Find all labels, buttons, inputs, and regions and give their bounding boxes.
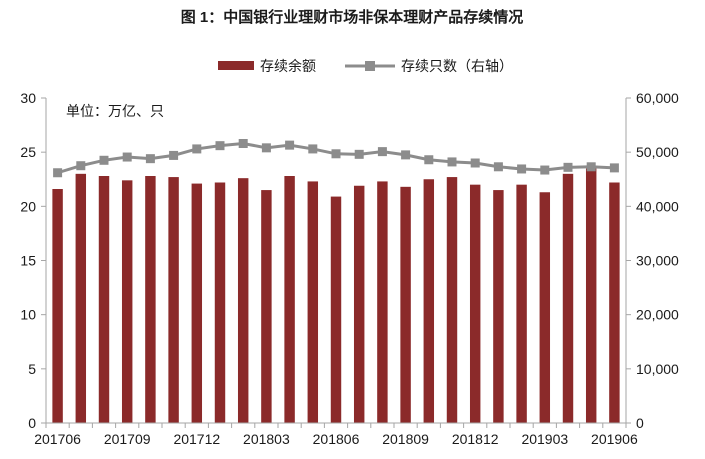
- x-tick-label: 201906: [591, 431, 638, 447]
- line-point: [586, 162, 596, 172]
- line-point: [354, 149, 364, 159]
- line-point: [145, 154, 155, 164]
- bar: [75, 173, 87, 423]
- line-point: [99, 155, 109, 165]
- right-tick-label: 20,000: [636, 307, 679, 323]
- line-point: [331, 149, 341, 159]
- bar: [237, 178, 249, 423]
- legend-label-count: 存续只数（右轴）: [401, 58, 513, 74]
- left-tick-label: 30: [20, 90, 36, 106]
- line-point: [308, 144, 318, 154]
- bar: [52, 189, 63, 423]
- left-tick-label: 20: [20, 198, 36, 214]
- bar: [493, 190, 504, 423]
- bar: [330, 196, 342, 423]
- right-tick-label: 60,000: [636, 90, 679, 106]
- bar: [516, 184, 527, 423]
- x-tick-label: 201709: [104, 431, 151, 447]
- x-tick-label: 201803: [243, 431, 290, 447]
- bar: [562, 173, 574, 423]
- bar: [168, 177, 179, 423]
- line-point: [609, 163, 619, 173]
- bar: [446, 177, 458, 423]
- line-point: [424, 155, 434, 165]
- line-point: [285, 140, 295, 150]
- right-tick-label: 0: [636, 415, 644, 431]
- bar: [539, 192, 551, 423]
- bar: [284, 176, 295, 423]
- x-tick-label: 201809: [382, 431, 429, 447]
- x-tick-label: 201712: [173, 431, 220, 447]
- line-point: [401, 150, 411, 160]
- x-tick-label: 201706: [34, 431, 81, 447]
- bars-layer: [52, 168, 620, 423]
- legend-label-balance: 存续余额: [260, 58, 316, 74]
- line-point: [377, 147, 387, 157]
- right-tick-label: 50,000: [636, 144, 679, 160]
- unit-note: 单位：万亿、只: [66, 103, 164, 119]
- x-tick-label: 201806: [313, 431, 360, 447]
- legend: 存续余额 存续只数（右轴）: [218, 58, 513, 74]
- line-point: [493, 162, 503, 172]
- bar: [400, 186, 411, 423]
- bar: [121, 180, 133, 423]
- line-point: [261, 143, 271, 153]
- bar: [609, 182, 620, 423]
- bar: [423, 179, 435, 423]
- line-point: [540, 165, 550, 175]
- left-tick-label: 25: [20, 144, 36, 160]
- chart-title: 图 1：中国银行业理财市场非保本理财产品存续情况: [181, 8, 524, 26]
- left-tick-label: 0: [28, 415, 36, 431]
- axes-layer: 0 5 10 15 20 25 30 0 10,000 20,000 30,000 40,000 50,…: [20, 90, 679, 447]
- x-tick-label: 201812: [452, 431, 499, 447]
- line-point: [563, 162, 573, 172]
- line-point: [447, 157, 457, 167]
- line-point: [238, 139, 248, 148]
- right-tick-label: 10,000: [636, 361, 679, 377]
- legend-swatch-balance: [218, 61, 254, 70]
- right-tick-label: 40,000: [636, 198, 679, 214]
- bar: [307, 181, 319, 423]
- left-tick-label: 15: [20, 253, 36, 269]
- line-layer: [53, 139, 619, 178]
- bar: [585, 168, 597, 423]
- line-point: [169, 150, 179, 160]
- line-point: [192, 144, 202, 154]
- legend-swatch-count-marker: [365, 61, 375, 71]
- bar: [98, 176, 110, 423]
- left-tick-label: 5: [28, 361, 36, 377]
- line-point: [215, 141, 225, 151]
- x-tick-label: 201903: [521, 431, 568, 447]
- bar: [261, 190, 272, 423]
- line-point: [470, 158, 480, 168]
- line-point: [517, 164, 527, 174]
- bar: [214, 182, 226, 423]
- bar: [191, 183, 203, 423]
- line-point: [53, 168, 63, 178]
- bar: [377, 181, 388, 423]
- bar: [469, 184, 481, 423]
- right-tick-label: 30,000: [636, 253, 679, 269]
- bar: [353, 185, 365, 423]
- line-point: [76, 161, 86, 171]
- bar: [145, 176, 156, 423]
- left-tick-label: 10: [20, 307, 36, 323]
- line-point: [122, 152, 132, 162]
